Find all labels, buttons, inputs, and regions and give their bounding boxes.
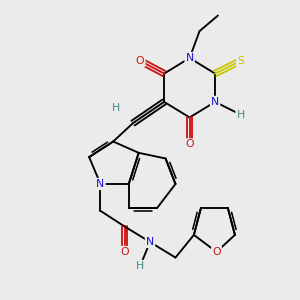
Text: O: O	[185, 139, 194, 149]
Text: N: N	[146, 237, 154, 247]
Text: N: N	[185, 53, 194, 63]
Text: H: H	[236, 110, 245, 120]
Text: H: H	[136, 261, 144, 271]
Text: S: S	[237, 56, 244, 66]
Text: N: N	[96, 179, 105, 189]
Text: H: H	[112, 103, 120, 112]
Text: N: N	[211, 97, 219, 107]
Text: O: O	[212, 247, 221, 257]
Text: O: O	[120, 247, 129, 257]
Text: O: O	[136, 56, 144, 66]
